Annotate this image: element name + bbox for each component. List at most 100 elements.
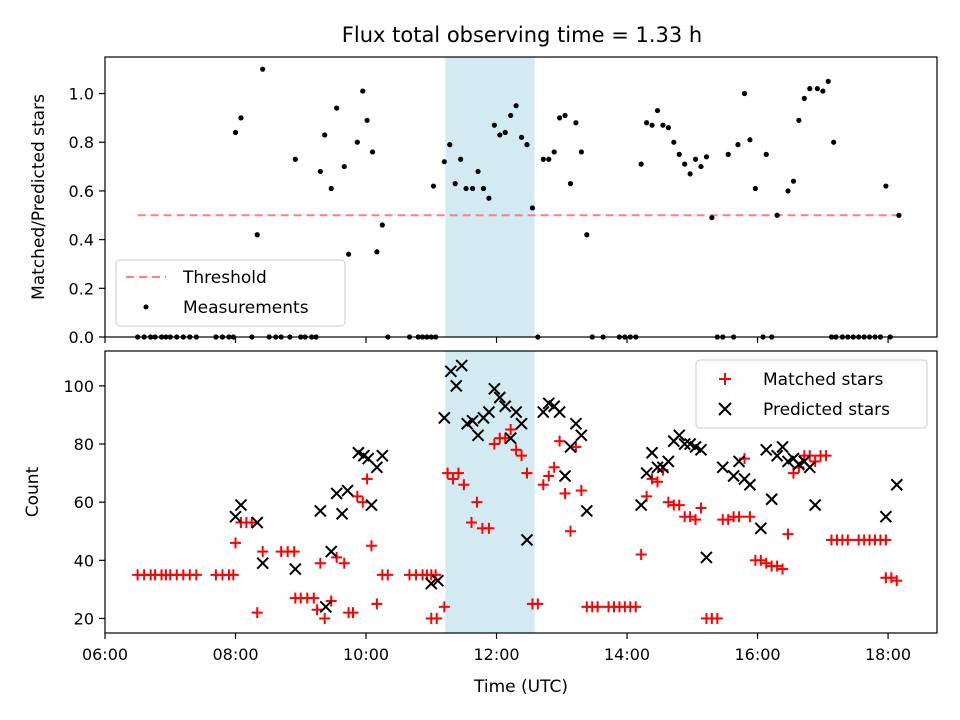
matched-star-marker — [190, 569, 202, 581]
matched-star-marker — [782, 528, 794, 540]
measurement-point — [557, 115, 563, 121]
predicted-star-marker — [376, 449, 389, 462]
predicted-star-marker — [770, 449, 784, 462]
legend-threshold-label: Threshold — [182, 268, 267, 288]
predicted-star-marker — [319, 600, 332, 614]
measurement-point — [752, 185, 758, 192]
measurement-point — [452, 181, 458, 187]
predicted-star-marker — [553, 405, 566, 419]
measurement-point — [687, 171, 693, 177]
measurement-point — [896, 212, 902, 218]
predicted-star-marker — [716, 461, 729, 474]
matched-star-marker — [543, 470, 555, 482]
matched-star-marker — [695, 502, 707, 514]
matched-star-marker — [673, 499, 685, 511]
x-tick-label: 10:00 — [343, 645, 389, 664]
matched-star-marker — [452, 467, 464, 479]
predicted-star-marker — [455, 359, 468, 372]
matched-star-marker — [438, 601, 450, 613]
matched-star-marker — [592, 601, 604, 613]
x-axis-label: Time (UTC) — [473, 677, 568, 697]
measurement-point — [682, 161, 688, 167]
measurement-point — [441, 159, 447, 165]
legend-matched-swatch — [719, 373, 731, 385]
predicted-star-marker — [365, 498, 378, 512]
matched-star-marker — [308, 592, 320, 604]
matched-star-marker — [532, 598, 544, 610]
measurement-point — [660, 122, 666, 128]
predicted-star-marker — [727, 469, 740, 483]
predicted-star-marker — [634, 498, 648, 512]
matched-star-marker — [891, 575, 903, 587]
measurement-point — [497, 132, 503, 138]
matched-star-marker — [570, 441, 582, 453]
predicted-star-marker — [580, 504, 594, 518]
predicted-star-marker — [504, 432, 517, 445]
predicted-star-marker — [754, 522, 768, 535]
measurement-point — [379, 222, 385, 228]
measurement-point — [676, 151, 682, 157]
matched-star-marker — [521, 467, 533, 479]
matched-star-marker — [338, 557, 350, 569]
predicted-star-marker — [370, 461, 384, 474]
predicted-star-marker — [256, 557, 269, 570]
measurement-point — [747, 137, 753, 143]
predicted-star-marker — [694, 443, 708, 457]
measurement-point — [820, 88, 826, 94]
measurement-point — [796, 117, 802, 123]
matched-star-marker — [564, 525, 576, 537]
measurement-point — [374, 249, 380, 255]
measurement-point — [502, 129, 508, 136]
measurement-point — [654, 107, 661, 114]
matched-star-marker — [365, 540, 377, 552]
measurement-point — [578, 149, 584, 155]
matched-star-marker — [537, 479, 549, 491]
measurement-point — [513, 103, 519, 109]
measurement-point — [317, 168, 323, 175]
predicted-star-marker — [466, 414, 479, 427]
measurement-point — [883, 183, 889, 189]
measurement-point — [774, 212, 780, 218]
matched-star-marker — [880, 534, 892, 546]
bottom-plot-frame — [104, 350, 938, 634]
predicted-star-marker — [558, 469, 572, 483]
measurement-point — [831, 139, 837, 145]
measurement-point — [341, 163, 347, 170]
x-tick-label: 12:00 — [473, 645, 519, 664]
predicted-star-marker — [537, 405, 550, 419]
top-y-tick-label: 0.6 — [69, 182, 94, 201]
measurement-point — [334, 105, 340, 111]
chart-title: Flux total observing time = 1.33 h — [342, 23, 702, 47]
matched-star-marker — [516, 450, 528, 462]
predicted-star-marker — [776, 440, 789, 454]
matched-star-marker — [257, 546, 269, 558]
measurement-point — [369, 149, 376, 155]
predicted-star-marker — [651, 461, 664, 474]
top-y-tick-label: 0.4 — [69, 231, 94, 250]
measurement-point — [364, 117, 370, 123]
predicted-star-marker — [499, 400, 512, 413]
measurement-point — [540, 156, 546, 162]
matched-star-marker — [227, 569, 239, 581]
measurement-point — [238, 115, 244, 121]
predicted-star-marker — [482, 405, 496, 419]
bottom-y-axis-label: Count — [23, 466, 43, 517]
matched-star-marker — [347, 607, 359, 619]
predicted-star-marker — [879, 510, 893, 523]
predicted-star-marker — [314, 504, 327, 518]
predicted-star-marker — [743, 478, 757, 491]
matched-star-marker — [635, 549, 647, 561]
matched-star-marker — [548, 461, 560, 473]
predicted-star-marker — [493, 391, 506, 404]
bottom-y-tick-label: 40 — [74, 551, 94, 570]
matched-star-marker — [510, 444, 522, 456]
predicted-star-marker — [890, 478, 903, 491]
measurement-point — [671, 139, 677, 145]
predicted-star-marker — [645, 446, 659, 459]
measurement-point — [328, 185, 334, 192]
predicted-star-marker — [640, 466, 653, 480]
measurement-point — [741, 90, 748, 97]
predicted-star-marker — [569, 417, 583, 430]
measurement-point — [546, 156, 552, 162]
